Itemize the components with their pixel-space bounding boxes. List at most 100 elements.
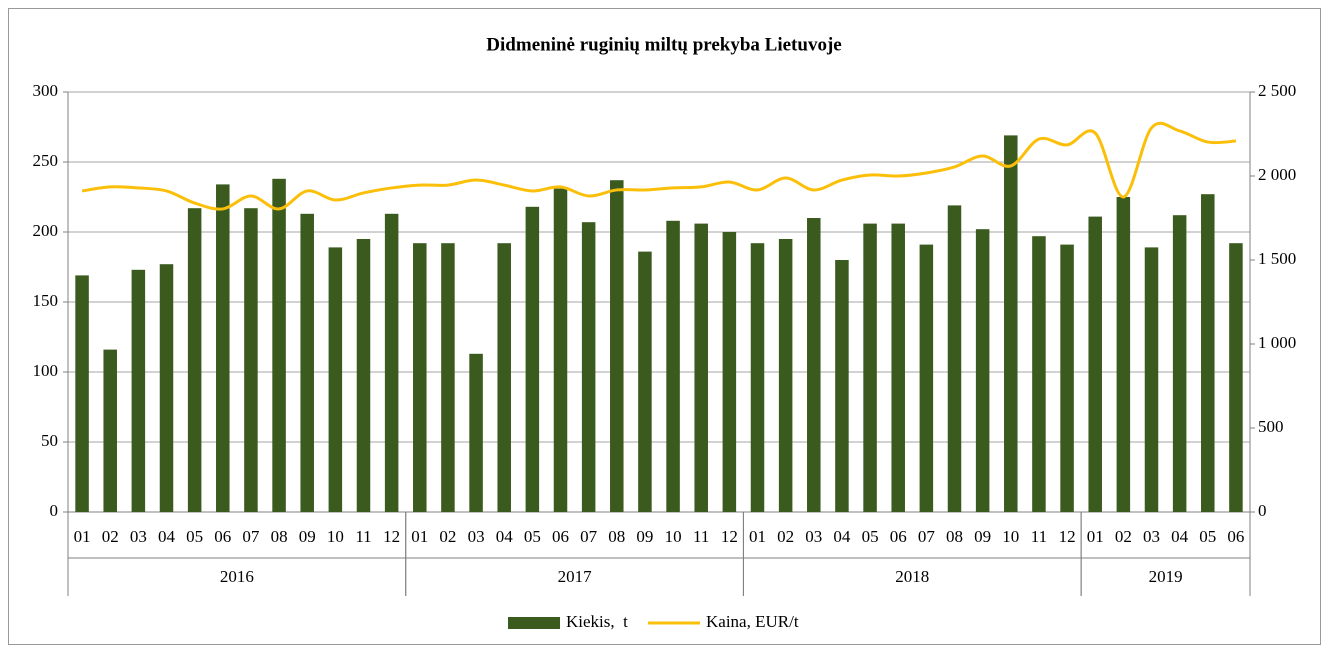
y-tick-label: 300	[33, 81, 59, 100]
x-tick-label: 01	[1087, 527, 1104, 546]
x-tick-label: 06	[552, 527, 569, 546]
bar	[441, 243, 455, 512]
bar	[1229, 243, 1243, 512]
y-tick-label: 0	[50, 501, 59, 520]
group-label: 2018	[895, 567, 929, 586]
x-tick-label: 02	[777, 527, 794, 546]
bar	[244, 208, 258, 512]
x-tick-label: 11	[355, 527, 371, 546]
x-tick-label: 11	[693, 527, 709, 546]
x-tick-label: 08	[608, 527, 625, 546]
bar	[1004, 135, 1018, 512]
bar	[272, 178, 286, 513]
bar	[1201, 194, 1215, 512]
legend-label: Kiekis, t	[566, 612, 628, 631]
x-tick-label: 10	[327, 527, 344, 546]
x-tick-label: 04	[158, 527, 176, 546]
x-tick-label: 03	[468, 527, 485, 546]
x-tick-label: 05	[862, 527, 879, 546]
bar	[525, 206, 540, 513]
x-tick-label: 05	[524, 527, 541, 546]
line	[81, 121, 1237, 211]
y2-tick-label: 1 000	[1258, 333, 1296, 352]
bar	[638, 251, 652, 512]
bar	[1172, 215, 1187, 512]
x-tick-label: 02	[439, 527, 456, 546]
y-tick-label: 200	[33, 221, 59, 240]
x-tick-label: 05	[1199, 527, 1216, 546]
x-tick-label: 06	[214, 527, 231, 546]
x-tick-label: 06	[890, 527, 907, 546]
x-tick-label: 01	[74, 527, 91, 546]
y2-tick-label: 500	[1258, 417, 1284, 436]
bar	[919, 244, 934, 512]
bar	[75, 275, 89, 512]
bar	[131, 269, 146, 512]
bar	[610, 180, 624, 512]
group-label: 2016	[220, 567, 254, 586]
x-tick-label: 10	[665, 527, 682, 546]
bar	[187, 208, 202, 512]
x-tick-label: 04	[496, 527, 514, 546]
group-label: 2019	[1149, 567, 1183, 586]
x-tick-label: 08	[271, 527, 288, 546]
bar	[328, 247, 343, 512]
bar	[947, 205, 962, 512]
x-tick-label: 04	[1171, 527, 1189, 546]
bar	[413, 243, 427, 512]
x-tick-label: 02	[102, 527, 119, 546]
x-tick-label: 12	[721, 527, 738, 546]
y2-tick-label: 2 500	[1258, 81, 1296, 100]
bar	[1032, 236, 1046, 512]
bar	[553, 188, 568, 512]
bar	[356, 239, 371, 512]
y-tick-label: 50	[41, 431, 58, 450]
y2-tick-label: 2 000	[1258, 165, 1296, 184]
y2-tick-label: 1 500	[1258, 249, 1296, 268]
bar	[384, 213, 399, 513]
x-tick-label: 01	[411, 527, 428, 546]
bar	[694, 223, 708, 512]
y-tick-label: 150	[33, 291, 59, 310]
y-tick-label: 250	[33, 151, 59, 170]
bar	[1088, 216, 1102, 512]
bar	[159, 264, 174, 512]
x-tick-label: 07	[918, 527, 936, 546]
x-tick-label: 01	[749, 527, 766, 546]
bar	[497, 243, 511, 512]
x-tick-label: 11	[1031, 527, 1047, 546]
bar	[863, 223, 877, 512]
bar	[300, 213, 314, 513]
x-tick-label: 03	[805, 527, 822, 546]
bar	[1144, 247, 1159, 512]
x-tick-label: 06	[1227, 527, 1244, 546]
legend-label: Kaina, EUR/t	[706, 612, 799, 631]
bar	[891, 223, 905, 512]
x-tick-label: 12	[383, 527, 400, 546]
bar	[778, 239, 793, 512]
x-tick-label: 09	[299, 527, 316, 546]
x-tick-label: 03	[1143, 527, 1160, 546]
group-label: 2017	[558, 567, 593, 586]
bar	[666, 220, 680, 513]
bar	[750, 243, 765, 512]
bar	[469, 353, 483, 512]
x-tick-label: 05	[186, 527, 203, 546]
bar	[581, 222, 596, 512]
x-tick-label: 09	[974, 527, 991, 546]
bar	[1060, 244, 1074, 512]
bar	[103, 349, 117, 512]
x-tick-label: 07	[242, 527, 260, 546]
chart-title: Didmeninė ruginių miltų prekyba Lietuvoj…	[486, 34, 841, 55]
y2-tick-label: 0	[1258, 501, 1267, 520]
bar	[216, 184, 230, 512]
bar	[835, 260, 849, 512]
x-tick-label: 08	[946, 527, 963, 546]
bar	[722, 232, 737, 512]
x-tick-label: 03	[130, 527, 147, 546]
bar	[975, 229, 990, 512]
x-tick-label: 12	[1059, 527, 1076, 546]
x-tick-label: 02	[1115, 527, 1132, 546]
legend-swatch	[508, 617, 560, 629]
